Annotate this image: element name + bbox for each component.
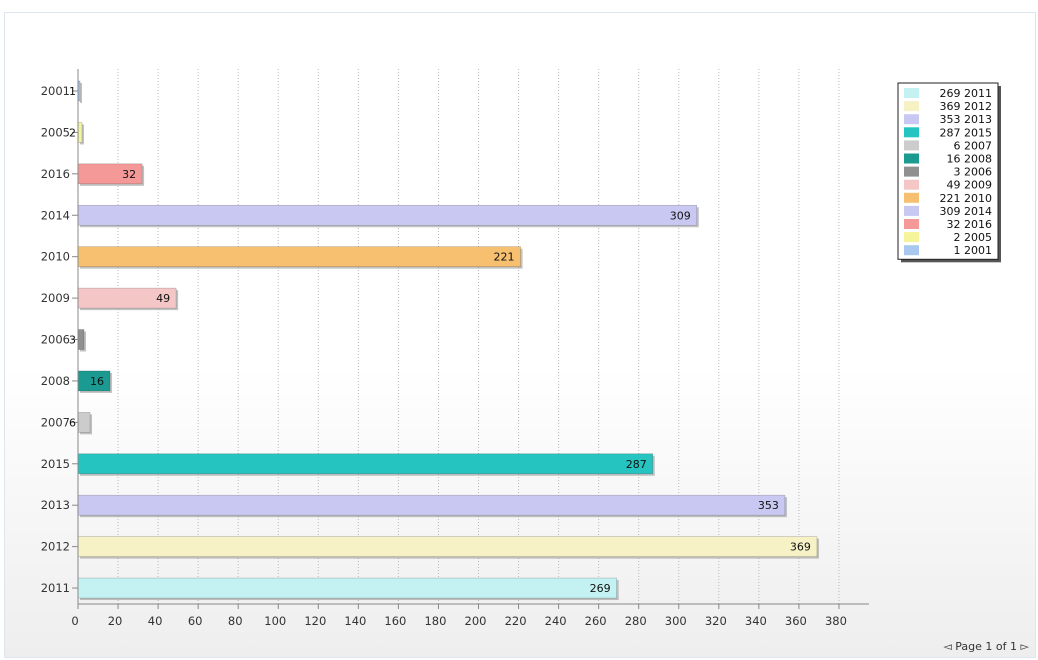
page-indicator: Page 1 of 1 bbox=[955, 640, 1018, 653]
legend-swatch bbox=[904, 88, 919, 98]
bar[interactable] bbox=[77, 494, 786, 516]
data-label: 221 bbox=[494, 251, 515, 264]
data-label: 32 bbox=[122, 168, 136, 181]
x-tick-label: 380 bbox=[825, 614, 847, 628]
legend-swatch bbox=[904, 166, 919, 177]
x-tick-label: 60 bbox=[188, 614, 203, 628]
data-label: 269 bbox=[590, 582, 611, 595]
legend-label: 269 2011 bbox=[940, 87, 993, 100]
bar-shadow bbox=[80, 83, 83, 103]
legend-swatch bbox=[904, 192, 919, 203]
legend-label: 221 2010 bbox=[940, 192, 993, 205]
legend-label: 353 2013 bbox=[940, 113, 993, 126]
y-tick-label: 2008 bbox=[41, 374, 70, 388]
data-label: 6 bbox=[69, 416, 76, 429]
x-tick-label: 0 bbox=[71, 614, 78, 628]
y-tick-label: 2015 bbox=[41, 457, 70, 471]
x-tick-label: 200 bbox=[465, 614, 487, 628]
x-tick-label: 260 bbox=[585, 614, 607, 628]
data-label: 353 bbox=[758, 499, 779, 512]
y-tick-label: 2016 bbox=[41, 167, 70, 181]
bar[interactable] bbox=[77, 577, 617, 599]
legend-label: 6 2007 bbox=[954, 139, 993, 152]
legend-swatch bbox=[904, 232, 919, 243]
x-tick-label: 340 bbox=[745, 614, 767, 628]
y-tick-label: 2010 bbox=[41, 250, 70, 264]
data-label: 309 bbox=[670, 209, 691, 222]
bar[interactable] bbox=[77, 453, 654, 475]
x-tick-label: 220 bbox=[505, 614, 527, 628]
x-tick-label: 100 bbox=[264, 614, 286, 628]
legend-label: 49 2009 bbox=[947, 179, 993, 192]
data-label: 49 bbox=[156, 292, 170, 305]
legend-label: 3 2006 bbox=[954, 166, 993, 179]
y-tick-label: 2011 bbox=[41, 581, 70, 595]
bar[interactable] bbox=[77, 204, 698, 226]
y-tick-label: 2013 bbox=[41, 498, 70, 512]
x-tick-label: 40 bbox=[148, 614, 163, 628]
y-tick-label: 2001 bbox=[41, 84, 70, 98]
bar[interactable] bbox=[77, 329, 85, 350]
data-label: 3 bbox=[69, 334, 76, 347]
chart-frame: 2001 1 2005 2 2016 32 2014 309 2010 221 2009 49 2006… bbox=[4, 12, 1036, 658]
y-tick-label: 2014 bbox=[41, 208, 70, 222]
y-tick-label: 2009 bbox=[41, 291, 70, 305]
legend-label: 32 2016 bbox=[947, 218, 993, 231]
legend-swatch bbox=[904, 101, 919, 112]
x-tick-label: 300 bbox=[665, 614, 687, 628]
y-tick-label: 2005 bbox=[41, 125, 70, 139]
x-tick-label: 80 bbox=[228, 614, 243, 628]
x-tick-label: 20 bbox=[108, 614, 123, 628]
x-tick-label: 280 bbox=[625, 614, 647, 628]
x-tick-label: 140 bbox=[344, 614, 366, 628]
x-tick-label: 180 bbox=[424, 614, 446, 628]
y-tick-label: 2007 bbox=[41, 415, 70, 429]
legend-swatch bbox=[904, 140, 919, 151]
y-tick-label: 2006 bbox=[41, 333, 70, 347]
legend-swatch bbox=[904, 219, 919, 229]
x-tick-label: 160 bbox=[384, 614, 406, 628]
data-label: 1 bbox=[69, 85, 76, 98]
legend-swatch bbox=[904, 114, 919, 125]
next-page-button[interactable]: ▻ bbox=[1020, 640, 1029, 653]
legend-label: 1 2001 bbox=[954, 244, 993, 257]
y-tick-label: 2012 bbox=[41, 540, 70, 554]
legend-label: 2 2005 bbox=[954, 231, 993, 244]
data-label: 369 bbox=[790, 541, 811, 554]
bar[interactable] bbox=[77, 536, 818, 557]
legend-swatch bbox=[904, 127, 919, 138]
data-label: 2 bbox=[69, 126, 76, 139]
data-label: 16 bbox=[90, 375, 104, 388]
legend-swatch bbox=[904, 205, 919, 216]
x-tick-label: 360 bbox=[785, 614, 807, 628]
legend-swatch bbox=[904, 179, 919, 190]
legend-swatch bbox=[904, 153, 919, 164]
prev-page-button[interactable]: ◅ bbox=[943, 640, 952, 653]
legend-swatch bbox=[904, 245, 919, 256]
legend-label: 287 2015 bbox=[940, 126, 993, 139]
bar[interactable] bbox=[77, 412, 91, 433]
legend-label: 309 2014 bbox=[940, 205, 993, 218]
x-tick-label: 120 bbox=[304, 614, 326, 628]
pagination: ◅ Page 1 of 1 ▻ bbox=[943, 640, 1029, 653]
legend-label: 369 2012 bbox=[940, 100, 993, 113]
legend-label: 16 2008 bbox=[947, 153, 993, 166]
bar[interactable] bbox=[77, 246, 521, 267]
bar[interactable] bbox=[77, 122, 83, 143]
x-tick-label: 240 bbox=[545, 614, 567, 628]
x-tick-label: 320 bbox=[705, 614, 727, 628]
data-label: 287 bbox=[626, 458, 647, 471]
